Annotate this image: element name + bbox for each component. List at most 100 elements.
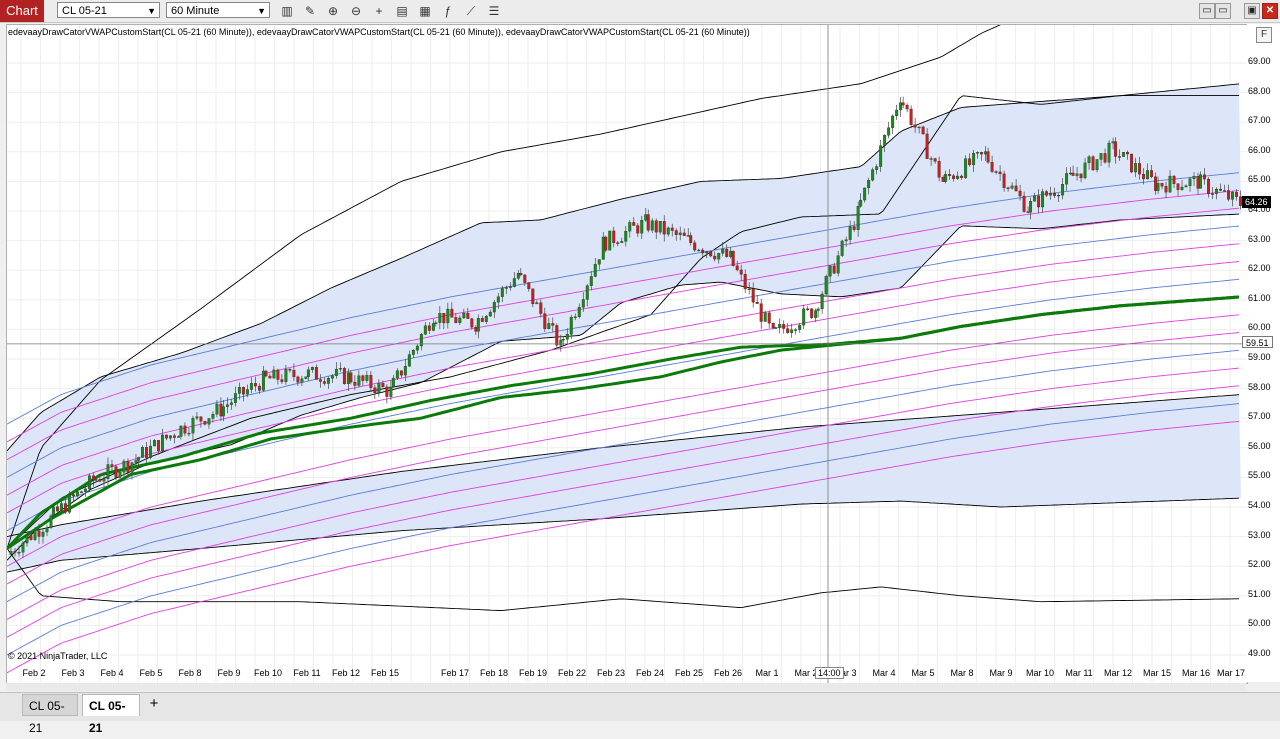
price-axis[interactable] bbox=[1247, 24, 1280, 682]
candle-body bbox=[25, 535, 29, 544]
tab-cl-05-21-first[interactable]: CL 05-21 bbox=[22, 694, 78, 735]
candle-body bbox=[755, 302, 759, 304]
candle-body bbox=[148, 445, 152, 458]
horizontal-scrollbar[interactable] bbox=[6, 683, 1246, 691]
zoom-out-icon[interactable]: ⊖ bbox=[350, 4, 362, 18]
candle-body bbox=[1006, 187, 1010, 189]
instrument-selector[interactable]: CL 05-21 ▼ bbox=[57, 2, 160, 18]
candle-body bbox=[229, 402, 233, 405]
candle-body bbox=[1057, 194, 1061, 197]
candle-body bbox=[1215, 188, 1218, 194]
candle-body bbox=[1002, 173, 1006, 188]
candle-body bbox=[1192, 176, 1196, 179]
price-chart[interactable] bbox=[7, 25, 1247, 683]
candle-body bbox=[241, 387, 245, 395]
candle-body bbox=[1188, 178, 1192, 186]
bars-type-icon[interactable]: ▥ bbox=[281, 4, 293, 18]
candle-body bbox=[56, 506, 59, 512]
candle-body bbox=[836, 255, 840, 274]
candle-body bbox=[29, 535, 33, 540]
properties-icon[interactable]: ▦ bbox=[419, 4, 431, 18]
candle-body bbox=[891, 115, 895, 128]
vwap-mid-line bbox=[7, 349, 1240, 603]
candle-body bbox=[126, 460, 130, 473]
candle-body bbox=[1168, 175, 1172, 193]
tab-cl-05-21-active[interactable]: CL 05-21 bbox=[82, 694, 140, 735]
candle-body bbox=[219, 403, 223, 417]
candle-body bbox=[84, 488, 87, 492]
candle-body bbox=[304, 376, 308, 379]
candle-body bbox=[879, 145, 883, 167]
maximize-icon[interactable]: ▣ bbox=[1244, 3, 1260, 19]
candle-body bbox=[1142, 173, 1146, 180]
add-tab-button[interactable]: + bbox=[149, 695, 159, 712]
candle-body bbox=[964, 158, 968, 178]
time-tick-label: Mar 2 bbox=[794, 668, 818, 678]
chart-window-label[interactable]: Chart bbox=[0, 0, 44, 22]
candle-body bbox=[237, 387, 241, 394]
vwap-sd-line bbox=[7, 314, 1240, 567]
candle-body bbox=[399, 370, 403, 376]
crosshair bbox=[7, 25, 1247, 683]
crosshair-icon[interactable]: + bbox=[375, 4, 383, 18]
zoom-in-icon[interactable]: ⊕ bbox=[327, 4, 339, 18]
time-tick-label: Feb 19 bbox=[518, 668, 548, 678]
instrument-value: CL 05-21 bbox=[62, 5, 107, 17]
candle-body bbox=[984, 151, 988, 155]
restore-icon[interactable]: ▭ bbox=[1199, 3, 1215, 19]
candle-body bbox=[887, 127, 891, 136]
candle-body bbox=[662, 221, 666, 235]
indicators-icon[interactable]: ƒ bbox=[444, 4, 452, 18]
candle-body bbox=[840, 240, 844, 256]
candle-body bbox=[1176, 183, 1180, 190]
candle-body bbox=[76, 491, 79, 497]
candle-body bbox=[106, 464, 110, 479]
candle-body bbox=[960, 175, 964, 178]
candle-body bbox=[102, 478, 106, 482]
candle-body bbox=[929, 158, 933, 160]
candle-body bbox=[1069, 172, 1073, 175]
candle-body bbox=[1235, 191, 1238, 197]
candle-body bbox=[856, 206, 860, 230]
envelope-line bbox=[7, 83, 1240, 452]
candle-body bbox=[624, 230, 628, 242]
interval-selector[interactable]: 60 Minute ▼ bbox=[166, 2, 270, 18]
candle-body bbox=[913, 124, 917, 128]
price-chart-panel[interactable] bbox=[6, 24, 1248, 684]
candle-body bbox=[172, 435, 176, 438]
candle-body bbox=[569, 317, 573, 335]
close-icon[interactable]: ✕ bbox=[1262, 3, 1278, 19]
candle-body bbox=[820, 293, 824, 310]
tile-icon[interactable]: ▭ bbox=[1215, 3, 1231, 19]
candle-body bbox=[802, 308, 806, 326]
fixed-scale-button[interactable]: F bbox=[1256, 27, 1272, 43]
candle-body bbox=[717, 253, 721, 260]
candle-body bbox=[863, 187, 867, 201]
last-price-label: 64.26 bbox=[1242, 196, 1271, 208]
data-box-icon[interactable]: ▤ bbox=[396, 4, 408, 18]
pencil-icon[interactable]: ✎ bbox=[304, 4, 316, 18]
candle-body bbox=[49, 515, 53, 528]
candle-body bbox=[411, 350, 415, 355]
strategies-icon[interactable]: ⟋ bbox=[466, 4, 476, 18]
candle-body bbox=[763, 312, 767, 322]
candle-body bbox=[431, 323, 435, 331]
candle-body bbox=[199, 416, 203, 422]
candle-body bbox=[1079, 173, 1083, 179]
candle-body bbox=[64, 503, 67, 513]
candle-body bbox=[349, 372, 353, 383]
price-tick-label: 49.00 bbox=[1248, 648, 1271, 658]
templates-icon[interactable]: ☰ bbox=[488, 4, 500, 18]
candle-body bbox=[314, 367, 318, 380]
candle-body bbox=[933, 158, 937, 162]
candle-body bbox=[666, 227, 670, 235]
candle-body bbox=[786, 328, 790, 333]
envelope-line bbox=[7, 394, 1240, 538]
candle-body bbox=[68, 494, 71, 513]
candle-body bbox=[427, 325, 431, 331]
candle-body bbox=[1154, 176, 1158, 191]
candle-body bbox=[423, 325, 427, 335]
candle-body bbox=[573, 316, 577, 318]
chevron-down-icon: ▼ bbox=[257, 6, 266, 16]
candle-body bbox=[937, 161, 941, 178]
